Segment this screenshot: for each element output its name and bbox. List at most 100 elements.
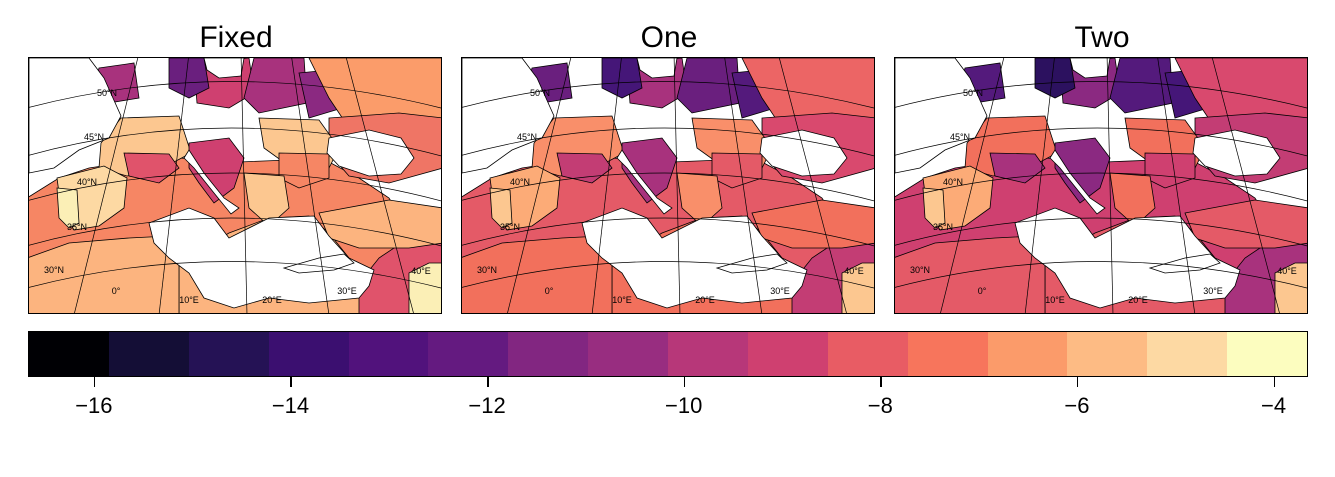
sea-1: [759, 129, 848, 177]
graticule-0: [462, 81, 874, 109]
colorbar-tick-label: −12: [468, 393, 506, 418]
colorbar-segment: [987, 332, 1068, 376]
lon-label: 40°E: [411, 266, 431, 276]
colorbar-tick-label: −6: [1064, 393, 1090, 418]
colorbar-segment: [907, 332, 988, 376]
lat-label: 50°N: [530, 88, 550, 98]
lon-label: 10°E: [612, 295, 632, 305]
graticule-1: [29, 127, 441, 157]
lat-label: 40°N: [77, 177, 97, 187]
colorbar-segment: [428, 332, 509, 376]
sea-4: [203, 58, 245, 79]
graticule-5: [507, 58, 572, 313]
graticule-9: [778, 58, 847, 313]
colorbar-segment: [29, 332, 109, 376]
panel-title-two: Two: [1074, 21, 1130, 54]
lat-label: 35°N: [500, 222, 520, 232]
lat-label: 45°N: [950, 132, 970, 142]
lat-label: 50°N: [963, 88, 983, 98]
graticule-7: [673, 58, 681, 313]
lat-label: 30°N: [910, 265, 930, 275]
sea-4: [636, 58, 678, 79]
colorbar-tick: [880, 377, 882, 387]
sea-1: [326, 129, 415, 177]
lon-label: 20°E: [1128, 295, 1148, 305]
graticule-2: [462, 172, 874, 202]
lon-label: 40°E: [844, 266, 864, 276]
map-panel-two: 50°N 45°N 40°N 35°N 30°N 0° 10°E 20°E 30°E 40°E: [894, 57, 1308, 314]
lon-label: 10°E: [1045, 295, 1065, 305]
colorbar-tick: [93, 377, 96, 387]
colorbar-segment: [1067, 332, 1148, 376]
colorbar-segment: [508, 332, 589, 376]
region-14: [1184, 199, 1307, 249]
lon-label: 30°E: [1203, 286, 1223, 296]
lon-label: 30°E: [770, 286, 790, 296]
lon-label: 0°: [545, 286, 554, 296]
graticule-4: [29, 261, 441, 289]
region-4: [1274, 262, 1307, 313]
lat-label: 45°N: [517, 132, 537, 142]
region-16: [621, 137, 678, 204]
graticule-2: [29, 172, 441, 202]
graticule-9: [345, 58, 414, 313]
lat-label: 30°N: [477, 265, 497, 275]
lon-label: 40°E: [1277, 266, 1297, 276]
lon-label: 30°E: [337, 286, 357, 296]
graticule-1: [895, 127, 1307, 157]
colorbar-tick: [1273, 377, 1276, 387]
region-15: [601, 58, 643, 99]
graticule-5: [940, 58, 1005, 313]
graticule-2: [895, 172, 1307, 202]
region-15: [1034, 58, 1076, 99]
graticule-7: [240, 58, 248, 313]
graticule-7: [1106, 58, 1114, 313]
region-14: [318, 199, 441, 249]
colorbar-tick: [1076, 377, 1079, 387]
colorbar-segment: [188, 332, 269, 376]
lon-label: 20°E: [262, 295, 282, 305]
sea-5: [616, 149, 673, 215]
region-17: [711, 152, 763, 189]
colorbar-segment: [668, 332, 748, 376]
region-4: [408, 262, 441, 313]
colorbar-tick-label: −16: [75, 393, 113, 418]
lat-label: 40°N: [943, 177, 963, 187]
region-20: [676, 172, 723, 227]
colorbar-segment: [588, 332, 668, 376]
graticule-4: [895, 261, 1307, 289]
panel-title-fixed: Fixed: [199, 21, 273, 54]
region-16: [188, 137, 245, 204]
panel-title-one: One: [640, 21, 698, 54]
region-9: [243, 58, 308, 114]
colorbar-segment: [1227, 332, 1307, 376]
colorbar-segment: [827, 332, 908, 376]
colorbar-tick-label: −4: [1261, 393, 1287, 418]
lat-label: 45°N: [84, 132, 104, 142]
lon-label: 0°: [112, 286, 121, 296]
graticule-9: [1211, 58, 1280, 313]
lon-label: 10°E: [179, 295, 199, 305]
graticule-4: [462, 261, 874, 289]
graticule-6: [158, 58, 189, 313]
sea-4: [1069, 58, 1111, 79]
region-9: [676, 58, 741, 114]
lat-label: 50°N: [97, 88, 117, 98]
colorbar-segment: [348, 332, 429, 376]
colorbar: [28, 331, 1308, 377]
sea-5: [183, 149, 240, 215]
graticule-0: [895, 81, 1307, 109]
region-20: [243, 172, 290, 227]
region-16: [1054, 137, 1111, 204]
graticule-6: [591, 58, 622, 313]
sea-0: [148, 207, 375, 309]
region-14: [751, 199, 874, 249]
colorbar-segment: [108, 332, 189, 376]
lat-label: 40°N: [510, 177, 530, 187]
colorbar-tick: [683, 377, 686, 387]
graticule-8: [724, 58, 763, 313]
region-2: [895, 235, 1046, 313]
sea-0: [581, 207, 808, 309]
region-2: [462, 235, 613, 313]
map-panel-fixed: 50°N 45°N 40°N 35°N 30°N 0° 10°E 20°E 30°E 40°E: [28, 57, 442, 314]
